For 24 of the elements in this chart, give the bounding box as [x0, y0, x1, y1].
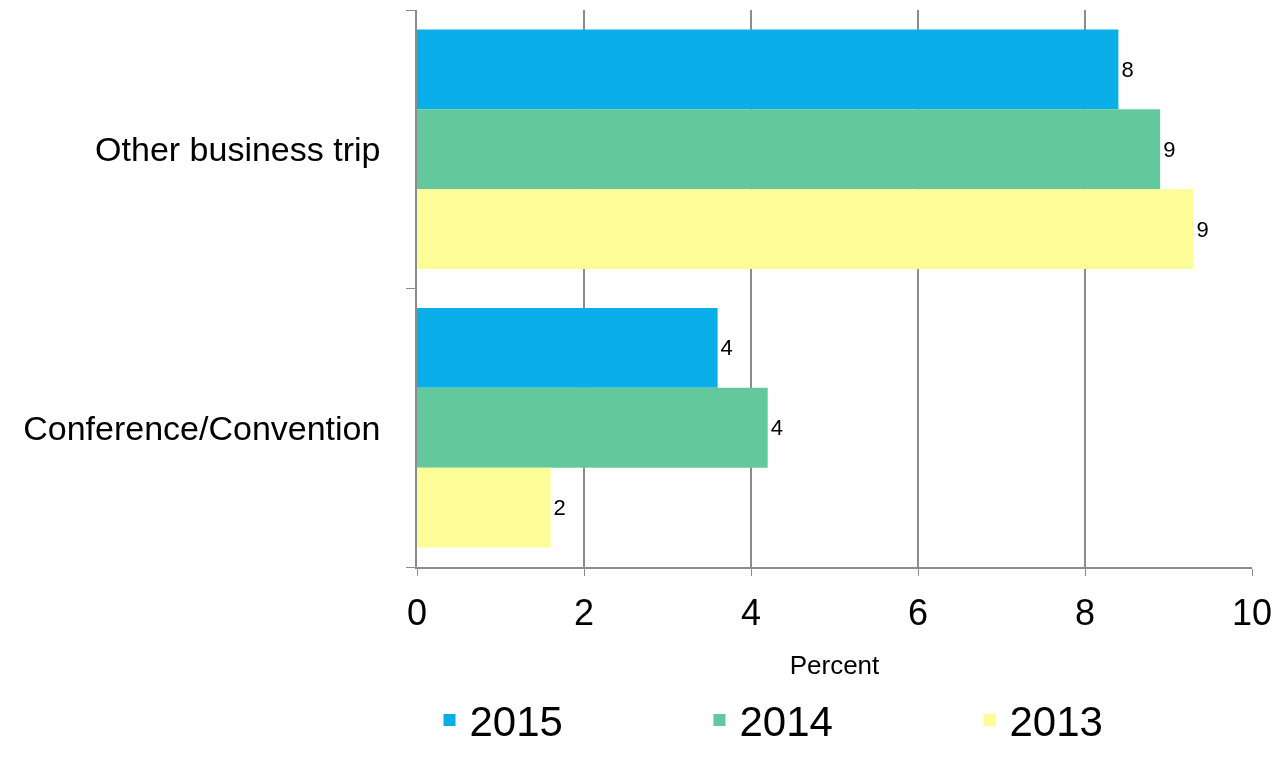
x-tick-label: 4	[740, 591, 762, 633]
bar	[417, 29, 1119, 110]
x-tick-label: 2	[573, 591, 595, 633]
bar	[417, 467, 551, 548]
x-tick-label: 6	[907, 591, 929, 633]
x-tick-label: 0	[406, 591, 428, 633]
data-label: 8	[1121, 56, 1134, 82]
x-tick-label: 10	[1231, 591, 1273, 633]
y-tick-label: Conference/Convention	[23, 408, 381, 447]
data-label: 4	[770, 415, 783, 441]
legend-label: 2013	[1009, 698, 1103, 746]
y-tick-label: Other business trip	[95, 130, 381, 169]
bar	[417, 387, 768, 468]
legend-label: 2015	[469, 698, 563, 746]
data-label: 9	[1196, 216, 1209, 242]
x-axis-title: Percent	[789, 650, 881, 681]
bar	[417, 109, 1161, 190]
legend-label: 2014	[739, 698, 833, 746]
data-label: 9	[1163, 136, 1176, 162]
data-label: 2	[553, 495, 566, 521]
data-label: 4	[720, 335, 733, 361]
bar	[417, 308, 718, 388]
bar	[417, 189, 1194, 270]
x-tick-label: 8	[1074, 591, 1096, 633]
